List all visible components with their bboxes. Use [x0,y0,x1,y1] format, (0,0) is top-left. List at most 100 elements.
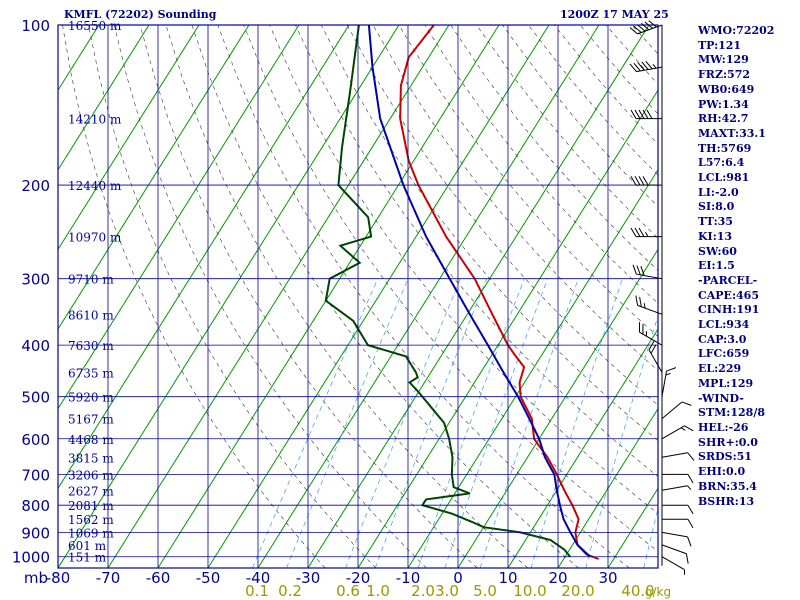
height-label: 151 m [68,551,107,565]
pressure-tick-label: 500 [21,389,50,407]
height-label: 4468 m [68,433,114,447]
temperature-tick-label: -60 [146,569,171,587]
height-label: 3815 m [68,451,114,465]
indices-panel: WMO:72202 TP:121 MW:129 FRZ:572 WB0:649 PW:1.… [698,24,774,509]
index-value: MAXT:33.1 [698,126,766,140]
index-value: MPL:129 [698,376,754,390]
mixing-ratio-line [374,278,487,568]
index-value: -PARCEL- [698,273,758,287]
isotherm-line [257,25,600,568]
height-label: 601 m [68,539,107,553]
wind-barb-flag [634,109,641,119]
mixing-ratio-unit: g/kg [645,585,671,599]
height-label: 8610 m [68,308,114,322]
index-value: MW:129 [698,53,749,67]
isotherm-line [58,25,350,490]
wind-barb-flag [637,24,646,32]
temperature-tick-label: 0 [453,569,463,587]
isotherm-line [58,25,400,568]
mixing-ratio-label: 20.0 [561,582,594,600]
height-label: 2627 m [68,484,114,498]
wind-barb [648,349,663,373]
temperature-tick-label: 30 [598,569,617,587]
wind-barb-flag [638,227,645,237]
wind-barb [661,370,668,397]
index-value: SI:8.0 [698,200,735,214]
index-value: CAPE:465 [698,288,759,302]
mixing-ratio-line [530,278,623,568]
wind-barb-flag [646,109,653,119]
mixing-ratio-label: 0.6 [336,582,360,600]
mixing-ratio-label: 0.2 [278,582,302,600]
wind-barb [637,304,663,315]
index-value: STM:128/8 [698,406,765,420]
wind-barb-flag [634,176,641,186]
pressure-tick-label: 100 [21,17,50,35]
temperature-tick-label: 20 [548,569,567,587]
index-value: RH:42.7 [698,112,749,126]
index-value: L57:6.4 [698,156,745,170]
index-value: BRN:35.4 [698,479,757,493]
wind-barb-flag [629,63,637,72]
mixing-ratio-label: 40.0 [621,582,654,600]
wind-barb-flag [633,62,641,72]
mixing-ratio-line [417,278,525,568]
wind-barb-flag [635,295,639,306]
dry-adiabat-line [424,25,658,304]
dry-adiabat-line [217,25,630,568]
mixing-ratio-label: 0.1 [245,582,269,600]
dry-adiabat-line [243,25,658,552]
wind-barb [661,485,688,491]
index-value: CAP:3.0 [698,332,747,346]
wind-barb-flag [636,265,641,276]
dry-adiabat-line [346,25,658,406]
temperature-tick-label: -30 [296,569,321,587]
wind-barb-flag [687,474,694,484]
dry-adiabat-line [321,25,658,441]
wind-barb-flag [630,227,637,237]
isotherm-line [507,328,658,568]
mixing-ratio-line [479,278,579,568]
pressure-tick-label: 300 [21,271,50,289]
wind-barb-flag [687,518,694,529]
height-label: 5920 m [68,391,114,405]
wind-barb-flag [687,536,692,547]
temperature-tick-label: 10 [498,569,517,587]
wind-barb-flag [666,367,677,372]
wind-barb-flag [640,266,645,276]
height-label: 7630 m [68,339,114,353]
isotherm-line [58,25,250,331]
dry-adiabat-line [450,25,658,271]
height-label: 16550 m [68,19,122,33]
isotherm-line [58,25,300,410]
index-value: LCL:934 [698,318,750,332]
index-value: -WIND- [698,391,744,405]
index-value: LFC:659 [698,347,750,361]
index-value: TP:121 [698,38,742,52]
wind-barb-flag [687,504,694,515]
index-value: CINH:191 [698,303,760,317]
wind-barb-flag [642,176,649,186]
pressure-tick-label: 900 [21,524,50,542]
wind-barb-flag [650,344,657,354]
dry-adiabat-line [295,25,658,477]
wind-barb [639,331,663,346]
parcel-profile [367,25,591,558]
dry-adiabat-line [165,25,529,568]
mixing-ratio-label: 3.0 [435,582,459,600]
wind-barb [636,273,663,280]
isotherm-line [357,89,658,568]
wind-barb-flag [638,109,645,119]
temperature-tick-label: -80 [46,569,71,587]
index-value: SW:60 [698,244,737,258]
wind-barb-flag [648,340,655,351]
height-label: 10970 m [68,231,122,245]
wind-barb-flag [685,553,689,564]
wind-barb [661,556,685,571]
mixing-ratio-line [643,507,658,568]
height-label: 2081 m [68,499,114,513]
index-value: EI:1.5 [698,259,735,273]
mixing-ratio-line [286,278,409,568]
dry-adiabat-line [113,25,427,568]
index-value: TT:35 [698,215,733,229]
